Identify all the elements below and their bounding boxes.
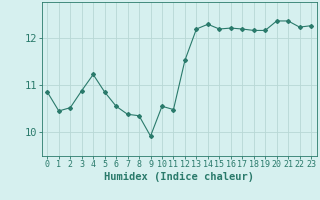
X-axis label: Humidex (Indice chaleur): Humidex (Indice chaleur) xyxy=(104,172,254,182)
